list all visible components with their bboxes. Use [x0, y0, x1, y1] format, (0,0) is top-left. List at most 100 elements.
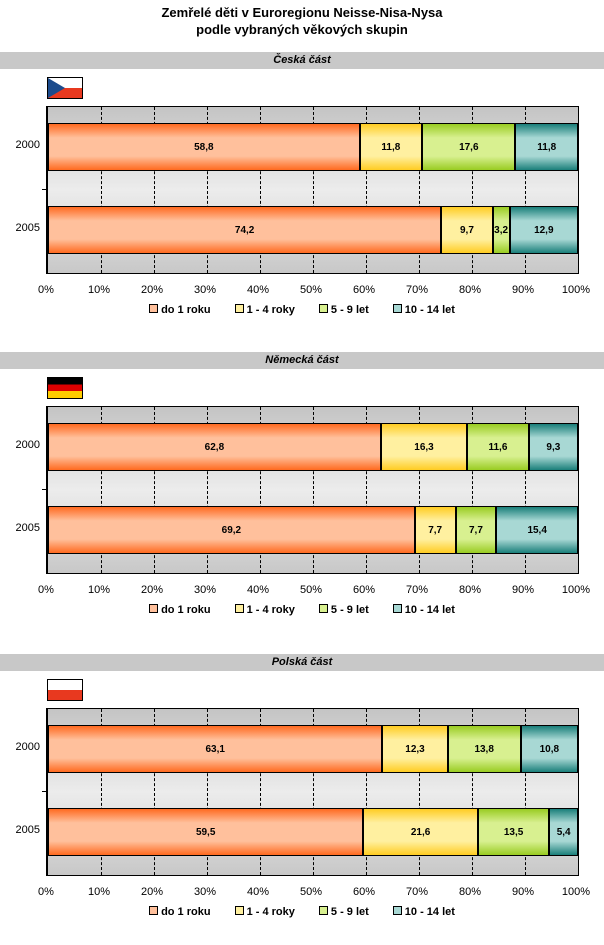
data-label: 7,7 — [469, 524, 483, 536]
legend-item: do 1 roku — [149, 304, 211, 316]
y-tick — [42, 189, 46, 190]
legend-swatch — [234, 604, 244, 613]
legend-item: do 1 roku — [149, 906, 211, 918]
x-tick-label: 30% — [193, 284, 217, 296]
data-label: 69,2 — [221, 524, 242, 536]
data-label: 63,1 — [205, 743, 225, 755]
bar-segment: 63,1 — [48, 725, 383, 773]
gridline — [207, 107, 208, 273]
gridline — [472, 407, 473, 573]
gridline — [419, 407, 420, 573]
x-tick-label: 100% — [561, 886, 591, 898]
x-tick-label: 100% — [561, 584, 591, 596]
chart-panel: Česká část 58,8 11,8 17,6 11,8 74,2 9,7 3,2 12,9… — [0, 52, 604, 342]
legend-label: 1 - 4 roky — [246, 304, 295, 316]
y-tick-label: 2005 — [15, 824, 40, 836]
x-tick-label: 20% — [140, 584, 164, 596]
legend-swatch — [392, 604, 402, 613]
gridline — [207, 407, 208, 573]
bar-segment: 9,3 — [528, 423, 578, 471]
legend-item: 10 - 14 let — [392, 304, 455, 316]
data-label: 13,5 — [503, 826, 524, 838]
chart-title: Zemřelé děti v Euroregionu Neisse-Nisa-N… — [0, 4, 604, 38]
legend-swatch — [392, 906, 402, 915]
legend-swatch — [318, 604, 328, 613]
legend-label: 10 - 14 let — [404, 906, 455, 918]
panel-title: Česká část — [0, 52, 604, 69]
legend-item: 5 - 9 let — [318, 604, 369, 616]
flag-cz-icon — [47, 77, 83, 99]
x-tick-label: 40% — [246, 886, 270, 898]
x-tick-label: 30% — [193, 584, 217, 596]
plot-area: 58,8 11,8 17,6 11,8 74,2 9,7 3,2 12,9 — [46, 106, 579, 274]
data-label: 62,8 — [204, 441, 225, 453]
legend: do 1 roku 1 - 4 roky 5 - 9 let 10 - 14 let — [0, 304, 604, 316]
panel-title: Polská část — [0, 654, 604, 671]
gridline — [260, 407, 261, 573]
x-tick-label: 40% — [246, 284, 270, 296]
legend-label: do 1 roku — [161, 604, 211, 616]
bar-segment: 13,5 — [477, 808, 550, 856]
y-tick-label: 2005 — [15, 522, 40, 534]
x-tick-label: 30% — [193, 886, 217, 898]
bar-segment: 74,2 — [48, 206, 442, 254]
data-label: 16,3 — [414, 441, 434, 453]
x-tick-label: 10% — [87, 584, 111, 596]
legend-item: 1 - 4 roky — [234, 604, 295, 616]
gridline — [419, 709, 420, 875]
legend-item: 5 - 9 let — [318, 906, 369, 918]
gridline — [313, 407, 314, 573]
title-line-1: Zemřelé děti v Euroregionu Neisse-Nisa-N… — [161, 5, 443, 20]
bar-segment: 11,8 — [359, 123, 423, 171]
legend-swatch — [149, 304, 159, 313]
gridline — [154, 107, 155, 273]
legend-label: 5 - 9 let — [330, 906, 369, 918]
bar-segment: 9,7 — [441, 206, 493, 254]
gridline — [154, 407, 155, 573]
x-tick-label: 0% — [38, 886, 54, 898]
gridline — [525, 407, 526, 573]
gridline — [101, 407, 102, 573]
x-tick-label: 40% — [246, 584, 270, 596]
x-tick-label: 20% — [140, 284, 164, 296]
bar-segment: 59,5 — [48, 808, 364, 856]
gridline — [366, 107, 367, 273]
data-label: 17,6 — [459, 141, 479, 153]
y-tick — [42, 791, 46, 792]
legend-item: 10 - 14 let — [392, 604, 455, 616]
x-tick-label: 50% — [299, 584, 323, 596]
x-tick-label: 80% — [458, 584, 482, 596]
legend-swatch — [149, 604, 159, 613]
bar-segment: 69,2 — [48, 506, 415, 554]
legend-label: 5 - 9 let — [330, 604, 369, 616]
x-tick-label: 70% — [405, 886, 429, 898]
x-tick-label: 90% — [511, 886, 535, 898]
x-tick-label: 60% — [352, 584, 376, 596]
legend-label: 5 - 9 let — [330, 304, 369, 316]
x-tick-label: 90% — [511, 584, 535, 596]
data-label: 9,3 — [546, 441, 561, 453]
data-label: 9,7 — [460, 224, 474, 236]
x-tick-label: 80% — [458, 886, 482, 898]
legend-label: 10 - 14 let — [404, 304, 455, 316]
gridline — [313, 709, 314, 875]
legend-label: do 1 roku — [161, 906, 211, 918]
gridline — [525, 107, 526, 273]
legend-swatch — [318, 906, 328, 915]
legend-item: 5 - 9 let — [318, 304, 369, 316]
bar-segment: 12,9 — [509, 206, 578, 254]
x-tick-label: 20% — [140, 886, 164, 898]
legend-item: 1 - 4 roky — [234, 304, 295, 316]
data-label: 10,8 — [539, 743, 560, 755]
flag-pl-icon — [47, 679, 83, 701]
x-tick-label: 0% — [38, 584, 54, 596]
bar-segment: 11,6 — [467, 423, 529, 471]
gridline — [313, 107, 314, 273]
gridline — [525, 709, 526, 875]
data-label: 59,5 — [195, 826, 216, 838]
bar-segment: 11,8 — [515, 123, 578, 171]
legend-label: 10 - 14 let — [404, 604, 455, 616]
chart-panel: Německá část 62,8 16,3 11,6 9,3 69,2 7,7 7,7 15,… — [0, 352, 604, 642]
data-label: 58,8 — [194, 141, 214, 153]
x-tick-label: 70% — [405, 584, 429, 596]
